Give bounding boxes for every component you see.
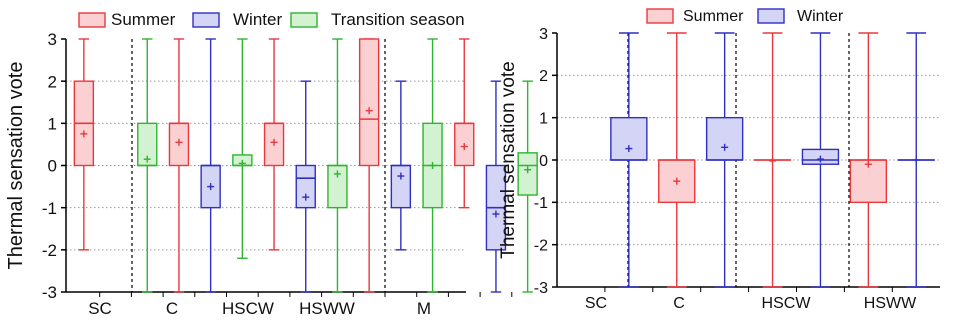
- box-summer-hsww: [358, 38, 380, 293]
- y-axis-label: Thermal sensation vote: [5, 62, 27, 270]
- y-tick-label: 0: [48, 157, 57, 176]
- box-winter-hscw: [801, 32, 840, 288]
- legend-label: Summer: [683, 8, 744, 25]
- box-winter-c: [705, 32, 744, 288]
- legend-item-summer: Summer: [78, 10, 176, 29]
- x-group-label: SC: [88, 299, 112, 318]
- legend-swatch: [290, 12, 318, 28]
- legend-swatch: [192, 12, 220, 28]
- y-tick-label: -3: [534, 280, 548, 297]
- box-summer-sc: [73, 38, 95, 251]
- box-winter-c: [200, 38, 221, 293]
- legend-label: Transition season: [331, 10, 465, 29]
- x-group-label: C: [166, 299, 178, 318]
- chart-panel-1: -3 -2 -1 0 1 2 3 Thermal sensation vote SC C HSCW H…: [5, 10, 538, 318]
- box-summer-c: [168, 38, 190, 293]
- y-tick-label: 1: [539, 110, 548, 127]
- x-group-label: HSWW: [864, 295, 917, 312]
- chart-panel-2: -3 -2 -1 0 1 2 3 Thermal sensation vote SC C HSCW H…: [498, 8, 940, 312]
- y-axis-label: Thermal sensation vote: [498, 61, 519, 259]
- y-tick-label: 3: [539, 26, 548, 43]
- box-iqr: [610, 116, 648, 161]
- y-tick-label: 0: [539, 153, 548, 170]
- box-winter-hscw: [295, 80, 316, 293]
- box-iqr: [295, 164, 316, 209]
- box-iqr: [705, 116, 744, 161]
- box-transition-season-m: [517, 80, 538, 293]
- y-tick-label: -2: [534, 237, 548, 254]
- box-transition-season-sc: [137, 38, 158, 293]
- y-tick-label: 2: [539, 68, 548, 85]
- y-tick-label: -3: [42, 283, 57, 302]
- box-winter-sc: [610, 32, 648, 288]
- y-tick-label: 3: [48, 30, 57, 49]
- legend-item-summer: Summer: [646, 8, 744, 25]
- x-group-label: HSCW: [762, 295, 812, 312]
- legend-swatch: [757, 8, 785, 24]
- box-summer-hsww: [849, 32, 888, 288]
- legend-item-winter: Winter: [757, 8, 844, 25]
- legend-item-winter: Winter: [192, 10, 282, 29]
- box-summer-c: [658, 32, 696, 288]
- legend-item-transition-season: Transition season: [290, 10, 465, 29]
- x-group-label: C: [673, 295, 685, 312]
- y-tick-label: -2: [42, 241, 57, 260]
- box-transition-season-c: [232, 38, 253, 259]
- box-iqr: [658, 159, 696, 204]
- box-iqr: [390, 164, 412, 209]
- y-tick-label: -1: [42, 199, 57, 218]
- legend-swatch: [646, 8, 674, 24]
- legend-label: Winter: [797, 8, 844, 25]
- box-transition-season-hscw: [327, 38, 348, 293]
- y-tick-label: 1: [48, 114, 57, 133]
- box-summer-hscw: [753, 32, 792, 288]
- box-summer-hscw: [263, 38, 285, 251]
- box-transition-season-hsww: [422, 38, 443, 293]
- legend-swatch: [78, 12, 106, 28]
- legend-label: Winter: [233, 10, 282, 29]
- box-iqr: [517, 152, 538, 196]
- box-winter-hsww: [897, 32, 935, 288]
- x-group-label: HSCW: [222, 299, 274, 318]
- box-winter-hsww: [390, 80, 412, 251]
- x-group-label: SC: [585, 295, 607, 312]
- x-group-label: HSWW: [299, 299, 355, 318]
- legend-label: Summer: [111, 10, 176, 29]
- box-iqr: [358, 38, 380, 167]
- y-tick-label: -1: [534, 195, 548, 212]
- y-tick-label: 2: [48, 72, 57, 91]
- box-summer-m: [454, 38, 475, 209]
- box-winter-m: [485, 80, 507, 293]
- x-group-label: M: [417, 299, 431, 318]
